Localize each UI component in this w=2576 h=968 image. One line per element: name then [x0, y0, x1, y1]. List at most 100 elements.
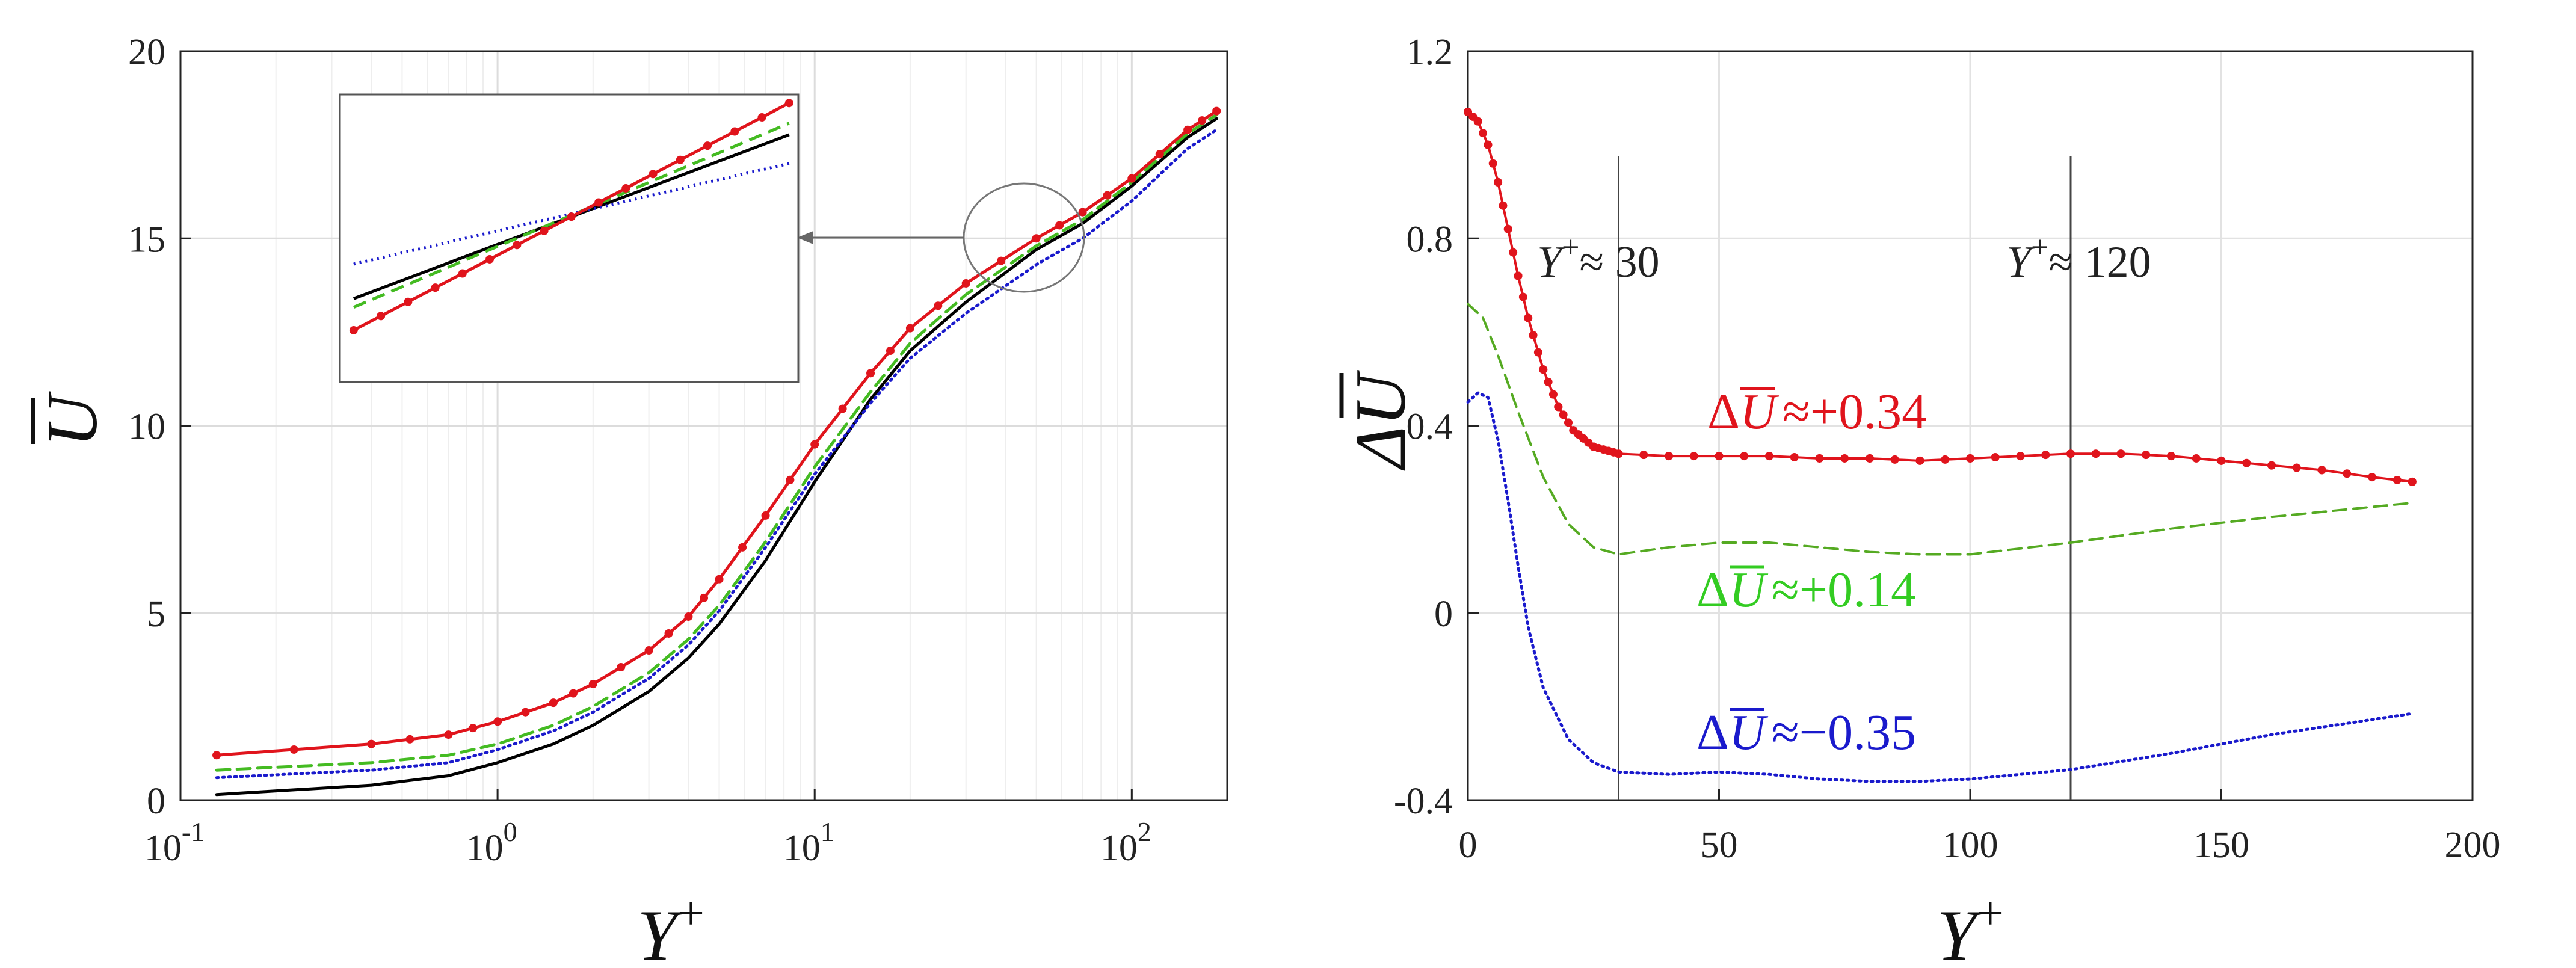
- inset-marker-red: [757, 113, 766, 122]
- marker-red: [997, 256, 1006, 265]
- y-tick-label: 0: [147, 781, 165, 822]
- marker-red: [1915, 456, 1924, 465]
- x-tick-label: 100: [466, 816, 517, 869]
- inset-marker-red: [377, 312, 386, 321]
- marker-red: [2393, 475, 2402, 484]
- marker-red: [2066, 449, 2075, 458]
- marker-red: [700, 593, 708, 602]
- annotation-y30: Y+≈ 30: [1537, 230, 1660, 287]
- marker-red: [1488, 159, 1497, 168]
- left-y-axis-title: U: [31, 390, 112, 447]
- marker-red: [521, 708, 530, 717]
- marker-red: [761, 511, 770, 520]
- marker-red: [469, 724, 478, 733]
- marker-red: [1941, 455, 1950, 464]
- marker-red: [1479, 129, 1488, 138]
- marker-red: [1790, 453, 1799, 462]
- right-x-axis-title: Y+: [1937, 887, 2004, 968]
- inset-marker-red: [404, 297, 413, 306]
- marker-red: [1665, 452, 1673, 461]
- marker-red: [212, 751, 221, 760]
- y-tick-label: 20: [128, 32, 165, 73]
- marker-red: [2267, 461, 2276, 470]
- zoom-arrow-head: [797, 231, 813, 244]
- marker-red: [444, 730, 453, 739]
- y-tick-label: 0.4: [1407, 407, 1453, 448]
- marker-red: [2368, 473, 2376, 482]
- left-x-axis-title: Y+: [637, 887, 704, 968]
- inset-marker-red: [349, 325, 358, 334]
- marker-red: [1815, 454, 1824, 463]
- marker-red: [810, 440, 819, 449]
- marker-red: [1518, 292, 1527, 301]
- annotation-red: ΔU ≈+0.34: [1707, 384, 1927, 440]
- y-tick-label: 5: [147, 594, 165, 635]
- left-ticks: 0 5 10 15 20 10-1 100 101 102: [128, 32, 1151, 869]
- inset-marker-red: [730, 127, 739, 136]
- svg-text:ΔU: ΔU: [1340, 369, 1420, 470]
- marker-red: [664, 629, 673, 638]
- marker-red: [961, 279, 970, 288]
- marker-red: [1078, 208, 1087, 217]
- marker-red: [1127, 174, 1136, 183]
- inset-marker-red: [703, 141, 712, 150]
- y-tick-label: 15: [128, 219, 165, 260]
- marker-red: [1890, 455, 1899, 464]
- marker-red: [1840, 454, 1849, 463]
- marker-red: [1494, 177, 1503, 187]
- marker-red: [2343, 469, 2352, 478]
- marker-red: [1564, 418, 1573, 427]
- y-tick-label: 10: [128, 407, 165, 448]
- marker-red: [1544, 377, 1553, 386]
- inset-marker-red: [431, 283, 440, 292]
- x-tick-label: 102: [1100, 816, 1151, 869]
- marker-red: [786, 475, 795, 484]
- inset-marker-red: [540, 226, 549, 235]
- right-panel: -0.400.40.81.20 50 100 150 200 Y+≈ 30 Y+≈ 12…: [1339, 32, 2501, 968]
- inset-marker-red: [784, 99, 793, 108]
- marker-red: [405, 735, 414, 744]
- marker-red: [1503, 224, 1512, 233]
- marker-red: [1524, 313, 1533, 322]
- svg-text:ΔU≈+0.34: ΔU ≈+0.34: [1707, 384, 1927, 440]
- annotation-y120: Y+≈ 120: [2006, 230, 2151, 287]
- marker-red: [715, 575, 724, 584]
- inset-marker-red: [513, 241, 522, 250]
- marker-red: [2142, 451, 2151, 460]
- marker-red: [1866, 454, 1874, 463]
- marker-red: [838, 404, 847, 413]
- marker-red: [1715, 452, 1724, 461]
- marker-red: [1533, 348, 1542, 357]
- marker-red: [617, 663, 626, 672]
- marker-red: [1155, 150, 1164, 159]
- marker-red: [738, 543, 747, 552]
- marker-red: [1198, 116, 1207, 125]
- inset-marker-red: [594, 198, 603, 207]
- marker-red: [1539, 365, 1548, 374]
- marker-red: [2041, 451, 2050, 460]
- inset-marker-red: [567, 212, 576, 221]
- marker-red: [2242, 458, 2251, 467]
- marker-red: [1183, 125, 1192, 134]
- series-green: [215, 113, 1218, 772]
- marker-red: [367, 739, 376, 748]
- y-tick-label: 0.8: [1407, 219, 1453, 260]
- right-y-axis-title: ΔU: [1339, 369, 1420, 471]
- marker-red: [1103, 191, 1112, 200]
- marker-red: [2192, 454, 2201, 463]
- marker-red: [2016, 452, 2025, 461]
- x-tick-label: 150: [2193, 825, 2249, 866]
- marker-red: [1055, 221, 1064, 230]
- inset-marker-red: [485, 254, 495, 264]
- inset-marker-red: [649, 170, 658, 179]
- x-tick-label: 0: [1459, 825, 1478, 866]
- marker-red: [1473, 117, 1482, 126]
- marker-red: [1765, 452, 1773, 461]
- marker-red: [1514, 271, 1523, 280]
- series-green: [1467, 303, 2414, 556]
- marker-red: [934, 301, 943, 310]
- svg-text:U: U: [32, 390, 112, 447]
- marker-red: [905, 324, 914, 333]
- marker-red: [1509, 248, 1518, 257]
